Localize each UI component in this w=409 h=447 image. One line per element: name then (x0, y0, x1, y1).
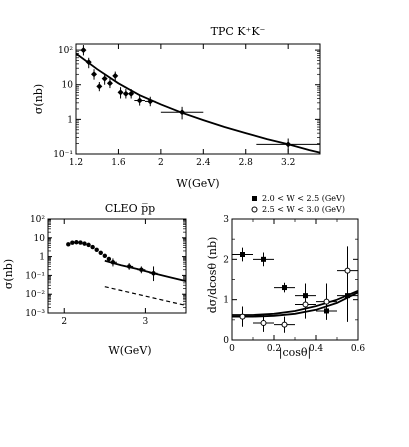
data-point (78, 240, 83, 245)
panel-cleo-ppbar: CLEO p̅p W(GeV) σ(nb) 2 3 10⁻³ 10⁻² 10⁻¹ 1 10 1… (2, 202, 187, 357)
legend-label: 2.5 < W < 3.0 (GeV) (262, 205, 345, 214)
y-tick-label: 10² (30, 215, 45, 225)
data-point (70, 240, 75, 245)
legend-label: 2.0 < W < 2.5 (GeV) (262, 194, 345, 203)
data-point-filled-square (282, 285, 287, 291)
data-point-open-circle (260, 320, 267, 327)
x-tick-label: 3 (143, 317, 149, 327)
y-tick-label: 3 (223, 215, 229, 225)
x-tick-label: 2.8 (239, 158, 254, 168)
data-point (117, 89, 124, 96)
data-point (122, 90, 129, 97)
x-tick-label: 2.4 (196, 158, 211, 168)
data-point (85, 59, 92, 66)
data-point-open-circle (344, 267, 351, 274)
data-point (128, 90, 135, 97)
y-tick-label: 1 (67, 115, 73, 125)
x-tick-label: 0.4 (309, 344, 324, 354)
y-tick-label: 2 (223, 255, 229, 265)
data-point-filled-square (240, 251, 245, 257)
data-point (106, 80, 113, 87)
plot-frame (231, 218, 359, 341)
panel-tpc-kk: TPC K⁺K⁻ W(GeV) σ(nb) 1.2 1.6 2 2.4 2.8 3.2 10… (32, 25, 321, 190)
model-curve-dashed (104, 286, 187, 307)
data-point (151, 271, 156, 276)
data-point (101, 75, 108, 82)
x-tick-label: 0.2 (267, 344, 281, 354)
data-point (80, 47, 87, 54)
data-point (126, 264, 132, 269)
x-axis-label: W(GeV) (108, 344, 151, 357)
y-axis-label: σ(nb) (2, 259, 15, 289)
x-tick-label: 0 (229, 344, 235, 354)
data-point-filled-square (345, 293, 350, 299)
data-point-open-circle (239, 313, 246, 320)
model-curve (75, 52, 321, 154)
data-point (74, 240, 79, 245)
x-tick-label: 1.6 (111, 158, 126, 168)
y-tick-label: 10⁻¹ (53, 150, 73, 160)
chart-title: CLEO p̅p (105, 202, 155, 215)
y-tick-label: 1 (223, 296, 229, 306)
data-point-open-circle (302, 301, 309, 308)
x-tick-label: 2 (158, 158, 164, 168)
data-point-open-circle (281, 321, 288, 328)
data-point (98, 250, 103, 255)
legend-marker-open-circle (251, 206, 258, 213)
y-tick-label: 10 (62, 81, 74, 91)
y-tick-label: 10 (34, 234, 46, 244)
y-tick-label: 10⁻³ (25, 309, 45, 319)
plot-frame (75, 43, 321, 155)
chart-title: TPC K⁺K⁻ (211, 25, 266, 38)
data-point (66, 242, 71, 247)
data-point (110, 260, 116, 265)
panel-angular-distribution: |cosθ| dσ/dcosθ (nb) 0 0.2 0.4 0.6 0 1 2 3 2.0 <… (206, 194, 365, 360)
data-point (90, 244, 95, 250)
data-point (179, 109, 186, 116)
data-point (94, 247, 99, 252)
data-point (96, 83, 103, 90)
y-tick-label: 10⁻¹ (25, 271, 45, 281)
x-tick-label: 3.2 (281, 158, 295, 168)
x-tick-label: 2 (61, 317, 67, 327)
data-point (91, 71, 98, 78)
plot-frame (47, 218, 187, 314)
data-point (285, 141, 292, 148)
model-curve (232, 289, 359, 316)
x-tick-label: 0.6 (351, 344, 366, 354)
data-point-open-circle (323, 298, 330, 305)
data-point (147, 98, 154, 105)
y-tick-label: 1 (39, 253, 45, 263)
legend-marker-filled-square (252, 196, 257, 201)
model-curve (104, 259, 187, 282)
data-point (139, 267, 144, 272)
data-point-filled-square (261, 256, 266, 262)
data-point (106, 256, 112, 262)
y-axis-label: σ(nb) (32, 84, 45, 114)
y-tick-label: 0 (223, 336, 229, 346)
data-point (102, 253, 108, 259)
y-tick-label: 10² (58, 46, 73, 56)
x-tick-label: 1.2 (69, 158, 83, 168)
data-point (86, 242, 91, 248)
x-axis-label: |cosθ| (279, 346, 311, 360)
y-axis-label: dσ/dcosθ (nb) (206, 237, 219, 314)
data-point (82, 241, 87, 246)
y-tick-label: 10⁻² (25, 290, 45, 300)
data-point (112, 72, 119, 79)
x-axis-label: W(GeV) (176, 177, 219, 190)
data-point (136, 97, 143, 104)
